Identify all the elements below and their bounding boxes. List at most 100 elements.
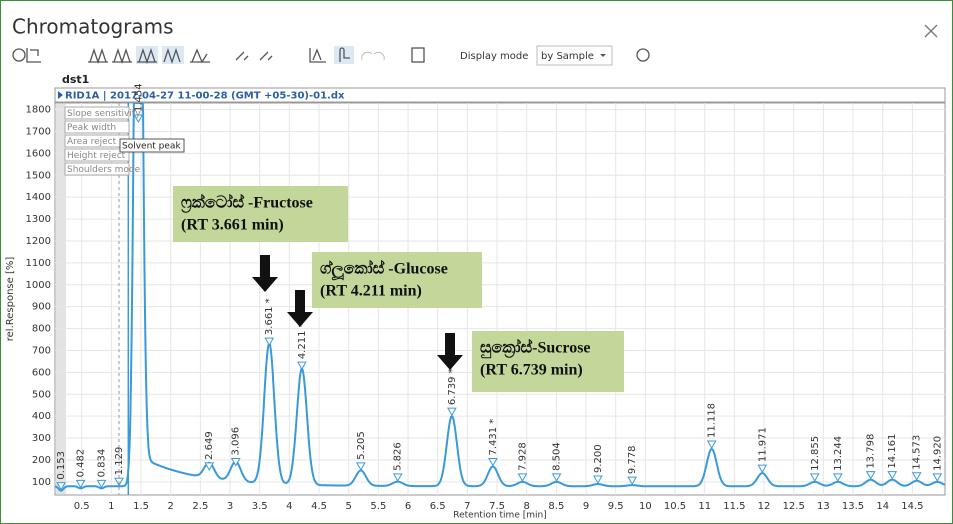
expand-icon[interactable] [58, 91, 63, 99]
y-tick-label: 100 [32, 477, 51, 488]
peak-marker [133, 114, 144, 124]
peak-label: 7.928 [517, 442, 528, 471]
peak-marker [706, 440, 717, 450]
annotation-text: (RT 3.661 min) [181, 217, 284, 234]
tool-icon[interactable] [112, 47, 132, 65]
settings-icon[interactable] [636, 48, 650, 62]
tool-icon[interactable] [163, 47, 181, 65]
peak-label: 5.826 [393, 442, 404, 471]
peak-label: 13.798 [866, 434, 877, 469]
y-tick-label: 900 [32, 302, 51, 313]
tool-icon[interactable] [190, 48, 210, 64]
undo-icon[interactable] [361, 51, 385, 61]
peak-label: 2.649 [204, 431, 215, 460]
zoom-icon[interactable] [12, 48, 26, 62]
close-button[interactable] [924, 24, 938, 38]
peak-marker [356, 462, 366, 471]
peak-marker [932, 473, 943, 482]
peak-label: 14.573 [912, 435, 923, 470]
tool-icon[interactable] [26, 48, 41, 63]
tool-icon[interactable] [235, 51, 249, 61]
y-tick-label: 1200 [26, 236, 51, 247]
peak-label: 11.971 [757, 427, 768, 462]
y-tick-label: 1600 [26, 148, 51, 159]
peak-marker [551, 473, 562, 482]
y-tick-label: 700 [32, 345, 51, 356]
peak-marker [757, 464, 768, 474]
tool-icon[interactable] [137, 47, 157, 65]
x-tick-label: 6 [405, 501, 411, 512]
y-tick-label: 1500 [26, 170, 51, 181]
x-tick-label: 13.5 [842, 501, 864, 512]
x-tick-label: 1 [108, 501, 114, 512]
x-tick-label: 12.5 [783, 501, 805, 512]
tool-active[interactable] [136, 46, 158, 64]
toolbar: Display mode by Sample [12, 45, 650, 66]
peak-label: 6.739 * [447, 368, 458, 405]
peak-label: 0.834 [97, 449, 108, 478]
x-tick-label: 5 [346, 501, 352, 512]
tool-active[interactable] [162, 46, 184, 64]
x-tick-label: 14.5 [901, 501, 923, 512]
y-tick-label: 200 [32, 455, 51, 466]
integration-box [64, 148, 130, 162]
peak-marker [56, 482, 66, 491]
tool-icon[interactable] [259, 51, 273, 61]
peak-label: 3.096 [231, 427, 242, 456]
x-tick-label: 4 [286, 501, 292, 512]
peak-label: 11.118 [707, 403, 718, 438]
x-tick-label: 10 [639, 501, 652, 512]
peak-marker [297, 361, 307, 371]
peak-marker [392, 473, 403, 482]
annotation-box [312, 252, 482, 308]
x-tick-label: 9.5 [608, 501, 624, 512]
peak-label: 8.504 [552, 442, 563, 471]
x-tick-label: 4.5 [311, 501, 327, 512]
peak-label: 3.661 * [264, 298, 275, 335]
tool-icon[interactable] [411, 47, 425, 63]
tool-icon[interactable] [88, 47, 108, 65]
peak-marker [809, 473, 820, 482]
shaded-region [56, 104, 66, 494]
annotation-text: සුක්‍රෝස්-Sucrose [480, 339, 591, 359]
peak-marker [593, 475, 603, 485]
peak-marker [204, 462, 215, 471]
peak-marker [911, 472, 922, 481]
x-tick-label: 3 [227, 501, 233, 512]
peak-marker [517, 473, 528, 482]
solvent-label: Solvent peak [122, 142, 181, 152]
solvent-box [119, 138, 185, 153]
dataset-name: dst1 [62, 73, 89, 86]
trace [55, 103, 945, 492]
x-tick-label: 2.5 [192, 501, 208, 512]
annotation-text: ග්ලූකෝස් -Glucose [320, 260, 448, 282]
y-tick-label: 600 [32, 367, 51, 378]
x-axis-label: Retention time [min] [453, 511, 546, 521]
annotation-box [472, 331, 624, 392]
x-tick-label: 14 [876, 501, 889, 512]
integration-label: Shoulders mode [67, 165, 141, 175]
peak-label: 14.920 [932, 436, 943, 471]
x-tick-label: 0.5 [74, 501, 90, 512]
integration-label: Height reject [67, 151, 126, 161]
y-tick-label: 1300 [26, 214, 51, 225]
x-tick-label: 11.5 [723, 501, 745, 512]
annotation-box [173, 186, 348, 242]
x-tick-label: 8 [524, 501, 530, 512]
tool-icon[interactable] [309, 48, 326, 63]
arrow [437, 333, 463, 370]
peak-label: 7.431 * [488, 419, 499, 456]
display-mode-select[interactable] [536, 45, 613, 66]
x-tick-label: 6.5 [430, 501, 446, 512]
integration-box [64, 120, 130, 134]
peak-marker [627, 476, 638, 486]
x-tick-label: 3.5 [252, 501, 268, 512]
peak-label: 13.244 [833, 436, 844, 471]
peak-marker [887, 471, 898, 480]
trace-header: RID1A | 2017-04-27 11-00-28 (GMT +05-30)… [65, 91, 345, 102]
peak-label: 9.200 [593, 444, 604, 473]
plot-area [54, 102, 946, 496]
x-tick-label: 12 [758, 501, 771, 512]
pan-icon[interactable] [339, 47, 350, 62]
